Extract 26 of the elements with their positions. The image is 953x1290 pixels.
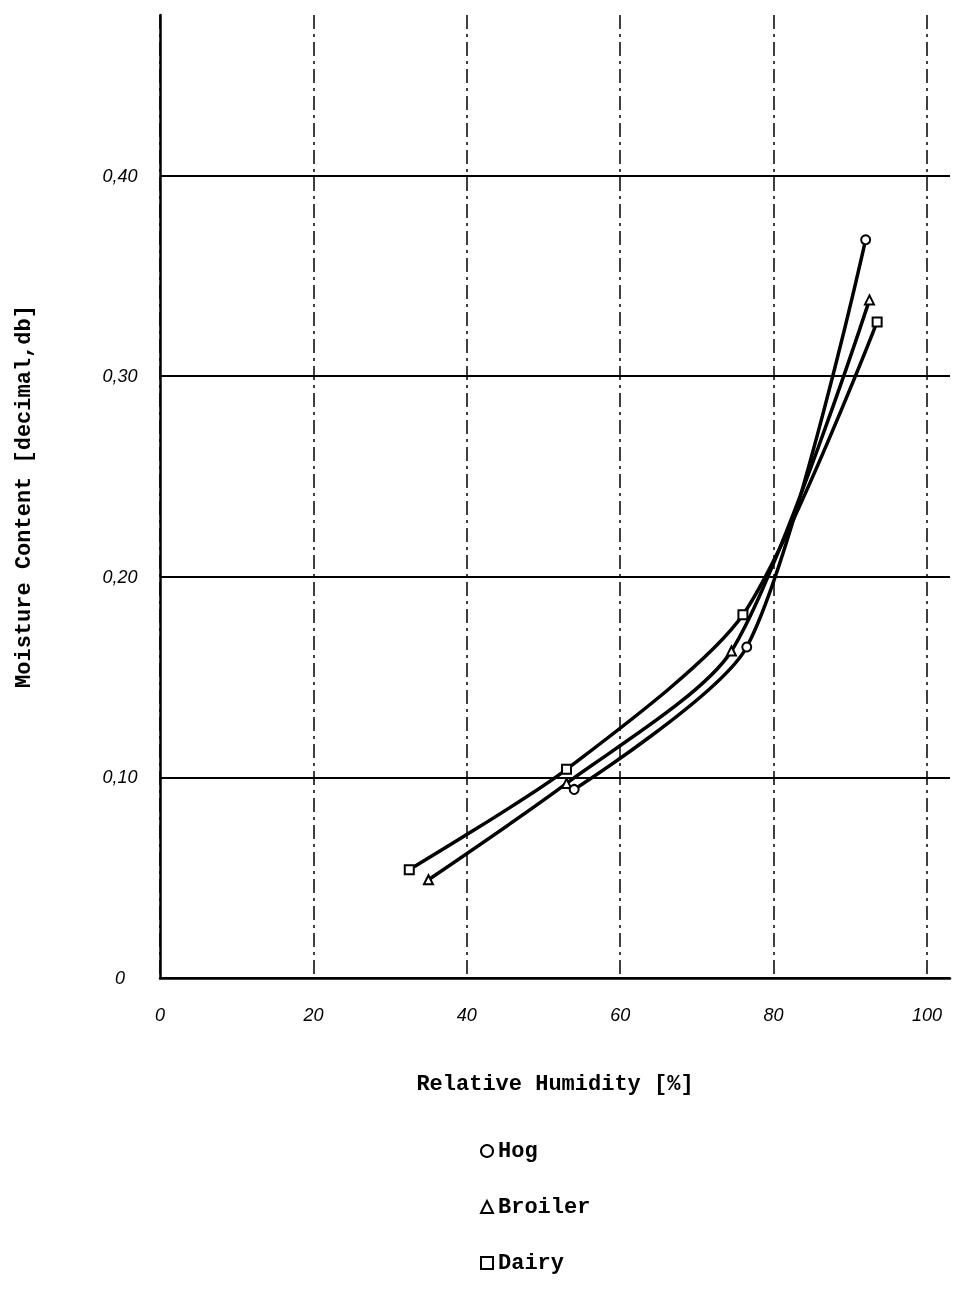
point — [871, 316, 883, 328]
x-tick-label: 80 — [763, 1005, 784, 1025]
legend-label: Hog — [498, 1138, 538, 1164]
point — [741, 641, 753, 653]
point — [422, 874, 434, 886]
point — [863, 294, 875, 306]
point — [737, 609, 749, 621]
y-tick-label: 0,20 — [102, 566, 138, 587]
legend-label: Dairy — [498, 1250, 565, 1276]
point — [568, 783, 580, 795]
y-tick-label: 0,40 — [102, 165, 138, 186]
y-tick-label: 0,30 — [102, 366, 138, 387]
x-tick-label: 20 — [302, 1005, 324, 1025]
x-tick-label: 100 — [911, 1005, 943, 1025]
point — [561, 763, 572, 775]
y-axis-title: Moisture Content [decimal,db] — [11, 305, 37, 688]
point — [403, 864, 415, 876]
point — [725, 645, 737, 657]
y-tick-label: 0 — [114, 968, 126, 988]
y-tick-label: 0,10 — [102, 767, 138, 788]
x-tick-label: 40 — [456, 1005, 477, 1025]
x-tick-label: 60 — [610, 1005, 631, 1025]
x-tick-label: 0 — [154, 1005, 166, 1025]
legend-label: Broiler — [498, 1194, 591, 1220]
point — [860, 234, 872, 246]
x-axis-title: Relative Humidity [%] — [416, 1071, 694, 1097]
